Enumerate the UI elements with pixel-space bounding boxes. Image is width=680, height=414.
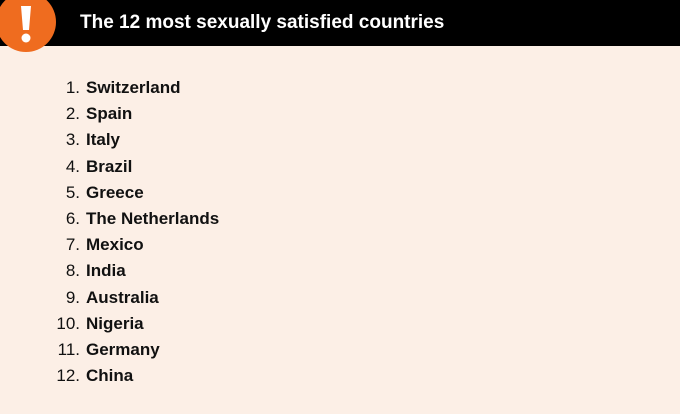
icon-stroke (21, 6, 31, 30)
item-name: Australia (86, 287, 159, 307)
item-name: Brazil (86, 156, 133, 176)
item-name: China (86, 366, 134, 386)
item-number: 9. (65, 287, 80, 307)
item-number: 5. (65, 182, 80, 202)
item-name: Italy (86, 130, 121, 150)
item-number: 3. (65, 130, 80, 150)
item-number: 2. (65, 104, 80, 124)
item-name: The Netherlands (86, 209, 220, 228)
item-name: India (86, 261, 126, 281)
header-title: The 12 most sexually satisfied countries (80, 12, 445, 33)
item-number: 10. (56, 313, 80, 333)
item-name: Mexico (86, 235, 144, 255)
item-number: 4. (65, 156, 80, 176)
item-number: 6. (65, 209, 80, 228)
item-number: 11. (57, 340, 80, 359)
item-name: Spain (86, 104, 133, 124)
item-name: Greece (86, 182, 144, 202)
item-number: 8. (65, 261, 80, 281)
item-name: Switzerland (86, 78, 181, 97)
header-bar (0, 0, 680, 46)
alert-icon (0, 0, 56, 52)
icon-dot (21, 33, 31, 43)
item-name: Germany (86, 340, 160, 359)
item-number: 7. (65, 235, 80, 255)
item-number: 12. (56, 366, 80, 386)
item-name: Nigeria (86, 313, 144, 333)
item-number: 1. (65, 78, 80, 97)
